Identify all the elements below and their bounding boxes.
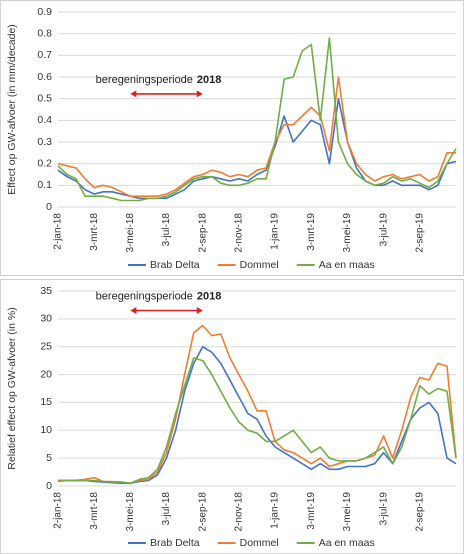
- y-tick-label: 0.8: [37, 27, 52, 39]
- x-tick-label: 2-jan-18: [53, 492, 64, 529]
- series-line: [57, 97, 457, 200]
- x-tick-label: 2-sep-18: [197, 492, 208, 532]
- x-tick-label: 2-sep-18: [197, 213, 208, 253]
- x-tick-label: 3-mrt-19: [306, 492, 317, 530]
- panel-border: [0, 279, 464, 554]
- x-tick-label: 2-nov-18: [234, 492, 245, 532]
- legend-label: Brab Delta: [150, 259, 200, 271]
- y-tick-label: 0.9: [37, 6, 52, 18]
- annotation-text: beregeningsperiode: [96, 74, 193, 86]
- x-tick-label: 2-sep-19: [414, 213, 425, 253]
- series-line: [57, 76, 456, 197]
- y-tick-label: 0: [46, 480, 52, 492]
- x-tick-label: 2-jan-18: [53, 213, 64, 250]
- annotation-text: beregeningsperiode: [96, 290, 193, 302]
- annotation: beregeningsperiode 2018: [96, 74, 222, 86]
- series-line: [58, 345, 457, 484]
- chart-panel: 0 0.1 0.2 0.3 0.4 0.5 0.6 0.7 0.8 0.9 2-jan-18 3-mr…: [0, 0, 464, 276]
- x-tick-label: 3-mrt-19: [306, 213, 317, 251]
- x-tick-label: 3-jul-19: [378, 213, 389, 247]
- x-tick-label: 2-nov-18: [234, 213, 245, 253]
- x-tick-label: 3-mrt-18: [89, 213, 100, 251]
- x-tick-label: 3-mei-19: [342, 213, 353, 253]
- panel-border: [0, 0, 464, 276]
- legend-label: Aa en maas: [319, 259, 375, 271]
- annotation-year: 2018: [197, 290, 221, 302]
- y-tick-label: 0.6: [37, 71, 52, 83]
- y-tick-label: 0.7: [37, 49, 52, 61]
- x-tick-label: 3-jul-18: [161, 492, 172, 526]
- legend-label: Dommel: [240, 537, 279, 549]
- series-line: [57, 37, 457, 202]
- y-tick-label: 25: [40, 340, 52, 352]
- series-line: [57, 357, 457, 484]
- y-axis-label: Effect op GW-afvoer (in mm/decade): [6, 24, 18, 195]
- y-tick-label: 0.5: [37, 92, 52, 104]
- y-tick-label: 0.2: [37, 157, 52, 169]
- x-tick-label: 3-jul-18: [161, 213, 172, 247]
- y-tick-label: 5: [46, 452, 52, 464]
- y-tick-label: 15: [40, 396, 52, 408]
- y-tick-label: 0.3: [37, 136, 52, 148]
- x-tick-label: 3-mei-19: [342, 492, 353, 532]
- x-tick-label: 2-sep-19: [414, 492, 425, 532]
- x-tick-label: 3-mrt-18: [89, 492, 100, 530]
- legend-label: Brab Delta: [150, 537, 200, 549]
- x-tick-label: 1-jan-19: [270, 492, 281, 529]
- chart-panel: 0 5 10 15 20 25 30 35 2-jan-18 3-mrt-18 3-mei-18 3-…: [0, 279, 464, 554]
- x-tick-label: 3-jul-19: [378, 492, 389, 526]
- y-tick-label: 10: [40, 424, 52, 436]
- y-tick-label: 20: [40, 368, 52, 380]
- y-axis-label: Relatief effect op GW-afvoer (in %): [6, 307, 18, 469]
- x-tick-label: 1-jan-19: [270, 213, 281, 250]
- y-tick-label: 30: [40, 313, 52, 325]
- annotation: beregeningsperiode 2018: [96, 290, 222, 302]
- legend-label: Dommel: [240, 259, 279, 271]
- y-tick-label: 0: [46, 201, 52, 213]
- annotation-year: 2018: [197, 74, 221, 86]
- y-tick-label: 0.1: [37, 179, 52, 191]
- x-tick-label: 3-mei-18: [125, 492, 136, 532]
- x-tick-label: 3-mei-18: [125, 213, 136, 253]
- legend-label: Aa en maas: [319, 537, 375, 549]
- series-line: [58, 324, 457, 484]
- y-tick-label: 35: [40, 285, 52, 297]
- y-tick-label: 0.4: [37, 114, 52, 126]
